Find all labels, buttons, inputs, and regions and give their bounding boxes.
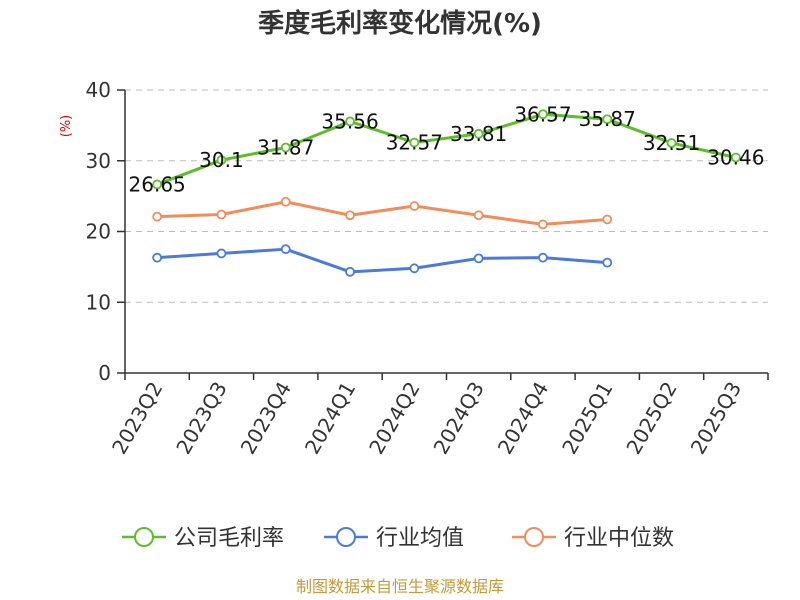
data-point[interactable] bbox=[538, 252, 548, 263]
data-point[interactable] bbox=[409, 137, 420, 148]
legend-item[interactable]: 行业中位数 bbox=[512, 526, 674, 551]
y-axis-label: (%) bbox=[59, 115, 74, 138]
y-tick-label: 40 bbox=[86, 78, 111, 102]
data-point[interactable] bbox=[280, 244, 291, 255]
x-tick-label: 2023Q4 bbox=[236, 378, 296, 459]
data-point[interactable] bbox=[730, 152, 741, 163]
data-point[interactable] bbox=[473, 128, 484, 139]
chart-title: 季度毛利率变化情况(%) bbox=[258, 8, 542, 39]
data-point[interactable] bbox=[473, 210, 484, 221]
data-label: 35.56 bbox=[321, 109, 378, 133]
y-tick-label: 30 bbox=[86, 149, 111, 173]
data-point[interactable] bbox=[602, 257, 613, 268]
legend-label: 行业均值 bbox=[376, 526, 464, 551]
data-point[interactable] bbox=[666, 138, 677, 148]
data-point[interactable] bbox=[345, 116, 355, 127]
data-label: 35.87 bbox=[579, 107, 636, 131]
source-note: 制图数据来自恒生聚源数据库 bbox=[296, 577, 504, 596]
y-tick-label: 10 bbox=[86, 290, 111, 314]
data-point[interactable] bbox=[409, 201, 420, 211]
data-point[interactable] bbox=[345, 210, 355, 221]
y-tick-label: 20 bbox=[86, 220, 111, 244]
series-line bbox=[157, 200, 608, 226]
x-tick-label: 2025Q2 bbox=[621, 378, 681, 459]
series-line bbox=[157, 247, 608, 274]
data-point[interactable] bbox=[409, 263, 420, 274]
legend-label: 公司毛利率 bbox=[174, 526, 284, 551]
legend[interactable]: 公司毛利率 行业均值 行业中位数 bbox=[122, 526, 674, 551]
data-label: 30.1 bbox=[199, 148, 244, 172]
series-group bbox=[152, 109, 741, 277]
legend-marker bbox=[336, 527, 356, 547]
data-point[interactable] bbox=[538, 219, 548, 230]
data-point[interactable] bbox=[280, 142, 291, 153]
data-point[interactable] bbox=[280, 196, 291, 207]
data-label: 30.46 bbox=[707, 145, 764, 169]
x-tick-label: 2023Q3 bbox=[171, 378, 231, 459]
x-tick-label: 2023Q2 bbox=[107, 378, 167, 459]
data-point[interactable] bbox=[602, 214, 613, 225]
data-label: 36.57 bbox=[514, 102, 571, 126]
data-point[interactable] bbox=[152, 252, 163, 263]
data-point[interactable] bbox=[152, 211, 163, 222]
data-point[interactable] bbox=[602, 114, 613, 125]
legend-item[interactable]: 行业均值 bbox=[324, 526, 464, 551]
legend-label: 行业中位数 bbox=[564, 526, 674, 551]
legend-marker bbox=[134, 527, 154, 547]
data-point[interactable] bbox=[152, 179, 163, 190]
data-labels: 26.65 30.1 31.87 35.56 32.57 33.81 36.57 35.87 3… bbox=[129, 102, 765, 196]
data-point[interactable] bbox=[216, 155, 227, 165]
data-point[interactable] bbox=[216, 248, 227, 259]
x-tick-label: 2024Q4 bbox=[493, 378, 553, 459]
x-tick-label: 2024Q1 bbox=[300, 378, 360, 459]
data-point[interactable] bbox=[345, 266, 355, 277]
data-point[interactable] bbox=[473, 253, 484, 264]
legend-marker bbox=[524, 527, 544, 547]
series-line bbox=[156, 112, 737, 186]
grid bbox=[125, 89, 768, 303]
x-tick-label: 2025Q3 bbox=[686, 378, 746, 459]
legend-item[interactable]: 公司毛利率 bbox=[122, 526, 284, 551]
data-point[interactable] bbox=[538, 109, 548, 120]
data-label: 33.81 bbox=[450, 122, 507, 146]
x-tick-label: 2025Q1 bbox=[557, 378, 617, 459]
x-tick-label: 2024Q2 bbox=[364, 378, 424, 459]
y-tick-label: 0 bbox=[98, 361, 111, 385]
data-label: 31.87 bbox=[257, 136, 314, 160]
data-label: 32.57 bbox=[386, 131, 443, 155]
data-label: 26.65 bbox=[129, 172, 186, 196]
data-point[interactable] bbox=[216, 209, 227, 220]
data-label: 32.51 bbox=[643, 131, 700, 155]
x-tick-label: 2024Q3 bbox=[429, 378, 489, 459]
